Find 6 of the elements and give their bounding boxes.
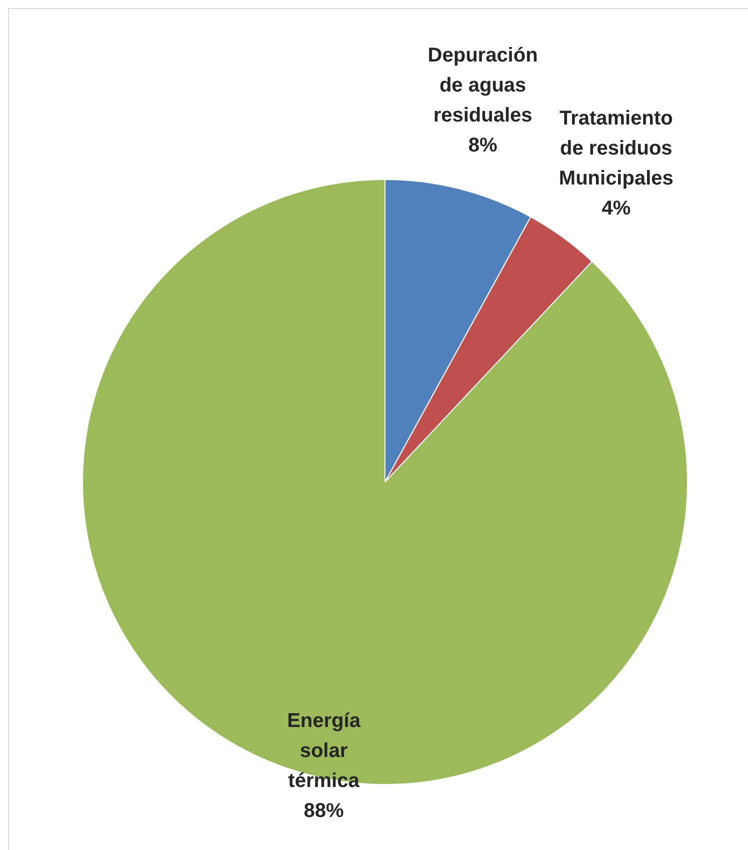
data-label: 8% [468,134,498,157]
data-label: 88% [304,800,344,822]
data-label: 4% [602,197,631,220]
slice-label: Depuración de aguas residuales [428,44,538,127]
slice-label: Tratamiento de residuos Municipales [558,107,674,190]
slice-label: Energía solar térmica [287,710,362,792]
